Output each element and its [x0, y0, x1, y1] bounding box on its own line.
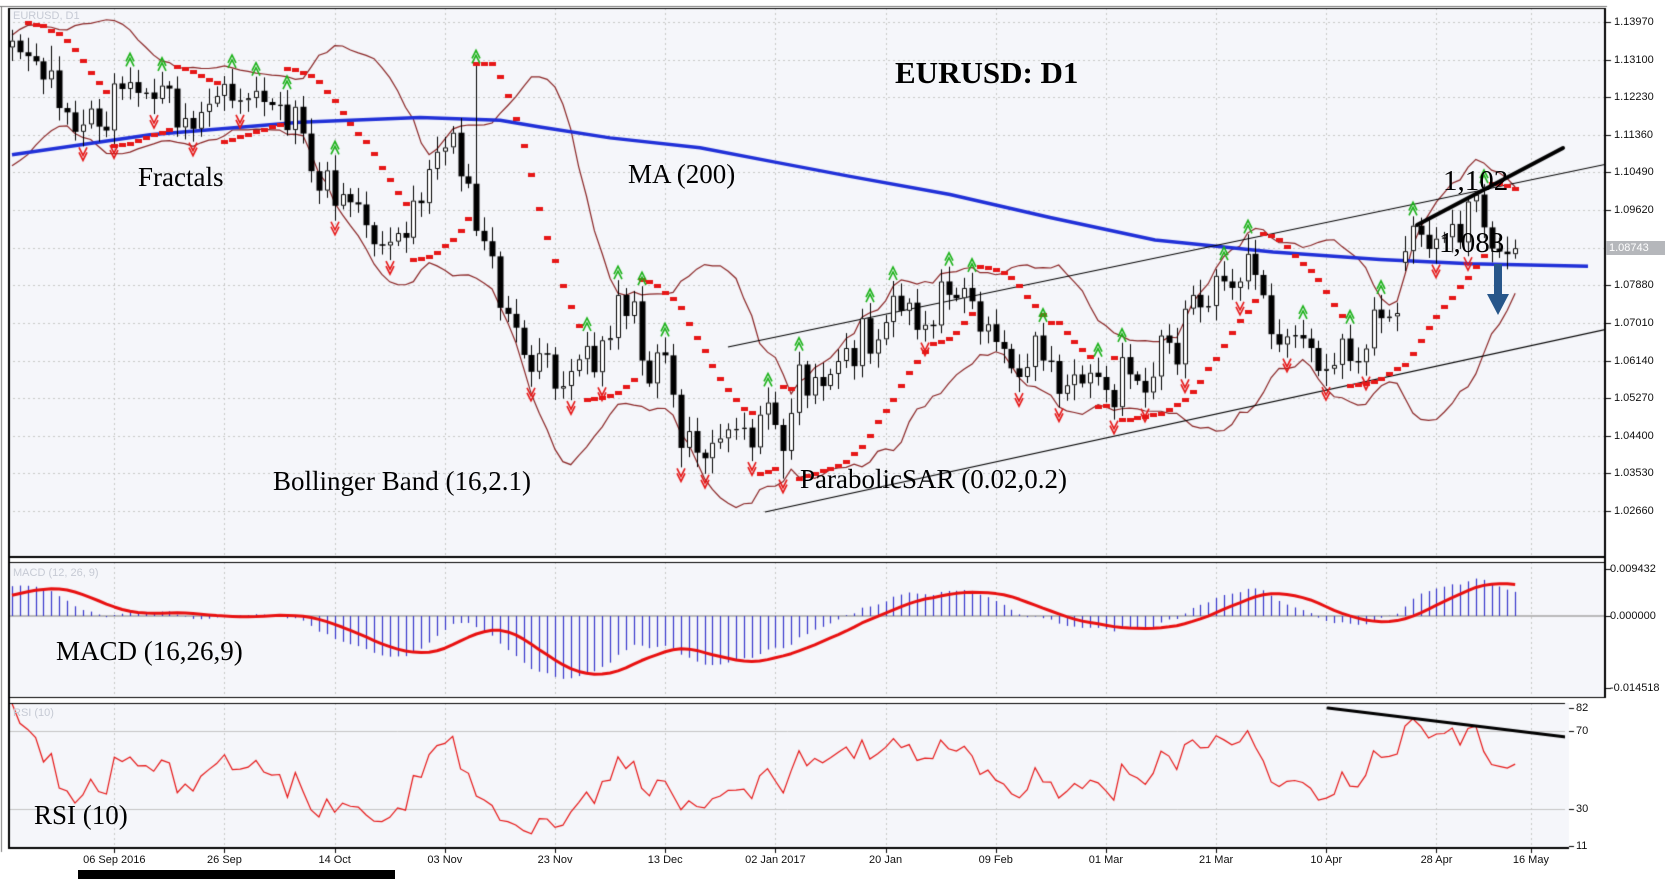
- bottom-black-bar: [78, 870, 395, 879]
- current-price-badge: 1.08743: [1606, 241, 1665, 255]
- sell-arrow-icon: [1487, 264, 1509, 315]
- rsi-watermark: RSI (10): [13, 707, 54, 719]
- bollinger-annotation: Bollinger Band (16,2.1): [273, 466, 531, 496]
- fractals-annotation: Fractals: [138, 162, 224, 192]
- macd-annotation: MACD (16,26,9): [56, 636, 243, 666]
- rsi-annotation: RSI (10): [34, 800, 128, 830]
- level-1083-label: 1,083: [1439, 227, 1505, 259]
- level-1102-label: 1,102: [1443, 165, 1509, 197]
- symbol-watermark: EURUSD, D1: [13, 10, 80, 22]
- parabolic-sar-annotation: ParabolicSAR (0.02,0.2): [800, 464, 1067, 494]
- macd-watermark: MACD (12, 26, 9): [13, 567, 99, 579]
- ma200-annotation: MA (200): [628, 159, 736, 189]
- chart-title: EURUSD: D1: [895, 55, 1079, 90]
